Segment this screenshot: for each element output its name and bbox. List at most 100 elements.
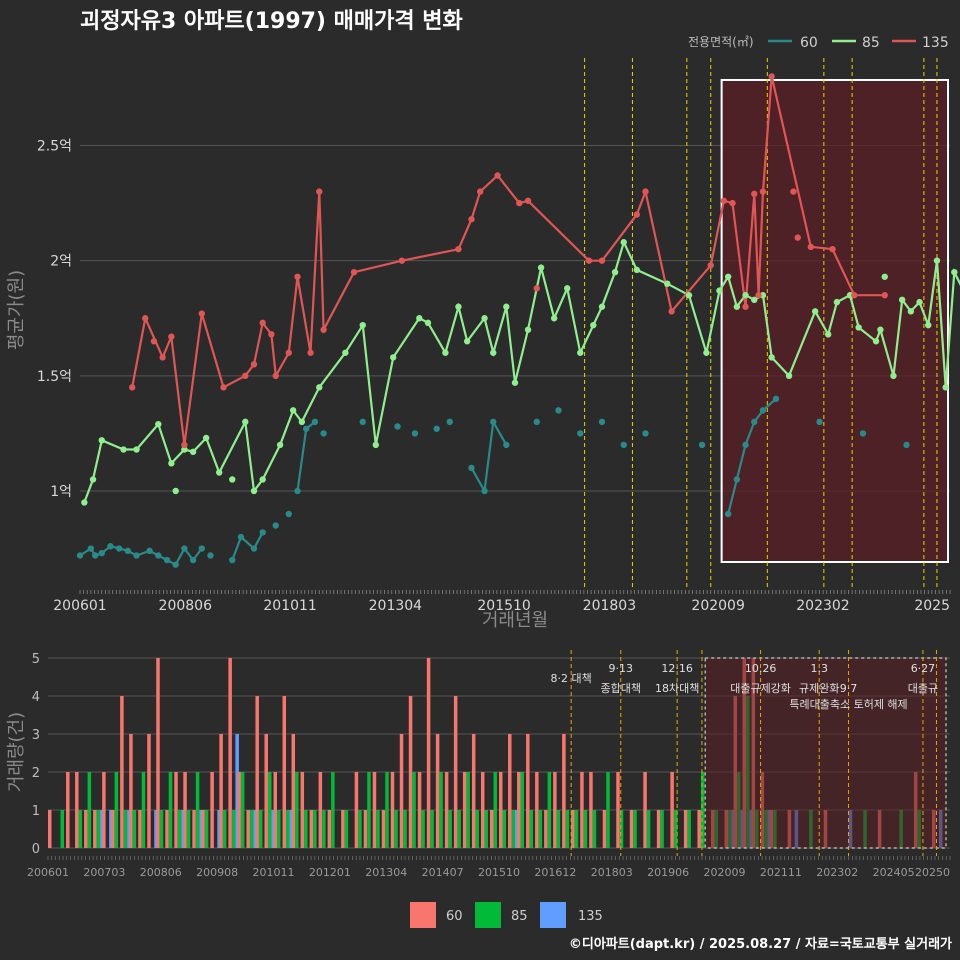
bar-135 (109, 810, 113, 848)
series-85-point (890, 372, 897, 380)
volume-legend-swatch-60 (410, 902, 436, 928)
series-60-point (124, 547, 132, 555)
series-85-point (598, 303, 606, 310)
series-60-point (189, 556, 197, 564)
bar-60 (435, 734, 440, 848)
series-85-point (898, 296, 906, 304)
bar-60 (535, 772, 539, 848)
volume-highlight-box (704, 657, 947, 849)
series-135-point (477, 188, 484, 195)
series-135-point (516, 199, 523, 207)
bar-60 (129, 734, 133, 848)
bar-60 (120, 696, 124, 848)
bar-135 (253, 810, 257, 848)
policy-vlines (584, 58, 938, 590)
bar-60 (111, 810, 115, 848)
bar-135 (100, 810, 104, 848)
series-135-point (751, 190, 758, 198)
series-135-point (633, 211, 640, 218)
policy-annotation: 1.3 (810, 662, 828, 675)
series-85-point (172, 487, 179, 495)
series-60-point (859, 430, 867, 437)
series-135-point (768, 73, 775, 80)
bar-85 (78, 810, 83, 848)
series-85-point (664, 280, 671, 287)
series-85-point (229, 476, 236, 483)
bar-135 (289, 810, 294, 848)
price-y-tick-label: 2.5억 (37, 139, 72, 155)
bar-60 (354, 772, 359, 848)
bar-85 (159, 810, 164, 848)
series-135-point (720, 197, 727, 204)
price-x-tick-label: 201011 (263, 598, 316, 614)
policy-annotation: 규제완화 (799, 682, 839, 695)
series-60-line (231, 531, 264, 561)
bar-60 (327, 810, 332, 848)
price-x-ticks: 200601 200806 201011 201304 201510 201803 2020… (53, 590, 951, 614)
series-60-point (577, 430, 584, 437)
series-60-point (285, 510, 292, 518)
bar-60 (462, 772, 467, 848)
bar-60 (165, 810, 169, 848)
bar-60 (399, 734, 404, 848)
series-60-point (598, 418, 606, 426)
series-60-point (146, 547, 153, 555)
bar-85 (168, 772, 173, 848)
bar-60 (93, 810, 97, 848)
series-85-point (833, 298, 841, 306)
bar-60 (417, 772, 422, 848)
bar-60 (273, 772, 277, 848)
bar-135 (199, 810, 203, 848)
bar-60 (309, 810, 314, 848)
series-85-point (537, 264, 545, 271)
policy-annotation: 대출규제강화 (730, 682, 791, 695)
price-y-tick-label: 1.5억 (37, 369, 72, 385)
volume-x-tick-label: 201304 (365, 866, 407, 879)
bar-135 (515, 810, 519, 848)
series-85-point (907, 308, 915, 315)
series-85-point (550, 315, 558, 322)
series-135-point (533, 285, 540, 292)
bar-85 (520, 772, 525, 848)
series-135-point (307, 349, 314, 356)
series-60-point (742, 441, 749, 449)
series-60-point (481, 487, 488, 495)
series-135-point (181, 441, 188, 449)
bar-85 (619, 810, 624, 848)
price-x-tick-label: 202009 (691, 598, 744, 614)
bar-60 (228, 658, 232, 848)
series-85-point (881, 273, 888, 280)
bar-60 (444, 772, 449, 848)
bar-85 (700, 772, 705, 848)
bar-60 (670, 772, 674, 848)
series-85-point (463, 338, 471, 345)
volume-legend-label-85: 85 (511, 909, 528, 924)
series-135-point (220, 384, 227, 391)
series-85-point (511, 379, 519, 386)
series-85-point (620, 239, 627, 246)
series-85-point (577, 349, 584, 356)
series-60-point (620, 441, 627, 449)
series-60-point (772, 395, 780, 403)
series-135-point (242, 372, 249, 380)
series-85-point (685, 292, 693, 299)
series-60-point (87, 545, 95, 552)
policy-annotation: 6·27 (911, 662, 936, 675)
series-135-point (494, 172, 501, 179)
bar-85 (421, 810, 425, 848)
volume-legend-swatch-85 (475, 902, 501, 928)
bar-85 (123, 810, 128, 848)
series-60-point (411, 430, 419, 437)
series-85-point (98, 437, 105, 444)
bar-60 (192, 810, 196, 848)
bar-60 (372, 772, 377, 848)
series-60-point (311, 418, 319, 426)
bar-60 (255, 696, 259, 848)
series-60-point (490, 418, 497, 426)
volume-x-tick-label: 201201 (309, 866, 351, 879)
series-60-point (533, 418, 540, 426)
series-85-point (724, 273, 732, 280)
bar-60 (656, 810, 661, 848)
bar-85 (240, 772, 245, 848)
series-85-point (751, 296, 758, 304)
